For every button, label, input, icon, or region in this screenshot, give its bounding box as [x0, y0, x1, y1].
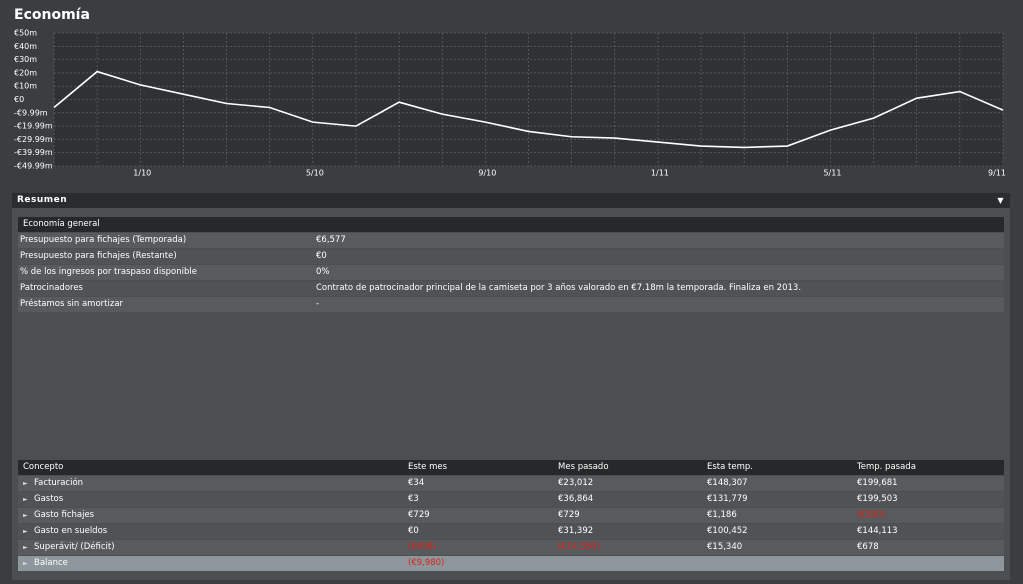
table-value: €31,392 — [558, 526, 594, 536]
plot-area — [54, 33, 1003, 166]
info-value: €6,577 — [316, 235, 346, 245]
table-value: €144,113 — [857, 526, 898, 536]
expand-icon[interactable]: ► — [23, 544, 28, 551]
panel: Economía general Presupuesto para fichaje… — [12, 208, 1010, 580]
table-value: €1,186 — [707, 510, 737, 520]
page-title: Economía — [14, 7, 90, 23]
info-value: - — [316, 299, 320, 309]
expand-icon[interactable]: ► — [23, 560, 28, 567]
y-tick-label: -€29.99m — [14, 135, 53, 144]
line-series — [53, 70, 1004, 149]
table-value: €199,681 — [857, 478, 898, 488]
x-tick-label: 9/11 — [988, 169, 1006, 178]
x-tick-label: 1/10 — [133, 169, 151, 178]
info-label: Presupuesto para fichajes (Restante) — [20, 251, 177, 261]
table-value: (€9,980) — [408, 558, 445, 568]
column-header: Mes pasado — [558, 462, 609, 472]
info-value: €0 — [316, 251, 327, 261]
table-value: €678 — [857, 542, 879, 552]
x-tick-label: 9/10 — [478, 169, 496, 178]
row-label: Facturación — [34, 478, 84, 488]
row-label: Gasto fichajes — [34, 510, 95, 520]
table-row[interactable]: ► Facturación €34 €23,012 €148,307 €199,681 — [18, 476, 1004, 491]
expand-icon[interactable]: ► — [23, 512, 28, 519]
table-value: €148,307 — [707, 478, 748, 488]
table-value: €36,864 — [558, 494, 594, 504]
x-tick-label: 1/11 — [651, 169, 669, 178]
table-value: €3 — [408, 494, 419, 504]
table-row[interactable]: ► Gasto fichajes €729 €729 €1,186 (€500) — [18, 508, 1004, 523]
y-tick-label: -€39.99m — [14, 148, 53, 157]
info-row: Presupuesto para fichajes (Restante) €0 — [18, 249, 1004, 264]
table-value: €199,503 — [857, 494, 898, 504]
y-tick-label: -€9.99m — [14, 108, 48, 117]
info-label: Préstamos sin amortizar — [20, 299, 124, 309]
row-label: Balance — [34, 558, 68, 568]
y-tick-label: €10m — [14, 82, 37, 91]
table-value: €131,779 — [707, 494, 748, 504]
y-tick-label: €50m — [14, 29, 37, 38]
expand-icon[interactable]: ► — [23, 528, 28, 535]
table-row[interactable]: ► Superávit/ (Déficit) (€698) (€14,580) €15,… — [18, 540, 1004, 555]
row-label: Gasto en sueldos — [34, 526, 108, 536]
info-row: Préstamos sin amortizar - — [18, 297, 1004, 312]
info-label: Presupuesto para fichajes (Temporada) — [20, 235, 187, 245]
table-value: €23,012 — [558, 478, 594, 488]
expand-icon[interactable]: ► — [23, 480, 28, 487]
x-tick-label: 5/11 — [823, 169, 841, 178]
table-value: €729 — [408, 510, 430, 520]
column-header: Concepto — [23, 462, 64, 472]
info-row: Patrocinadores Contrato de patrocinador p… — [18, 281, 1004, 296]
table-row[interactable]: ► Gasto en sueldos €0 €31,392 €100,452 €144,1… — [18, 524, 1004, 539]
table-value: (€14,580) — [558, 542, 600, 552]
info-row: % de los ingresos por traspaso disponibl… — [18, 265, 1004, 280]
x-tick-label: 5/10 — [306, 169, 324, 178]
collapse-icon[interactable]: ▼ — [997, 196, 1004, 205]
table-value: (€500) — [857, 510, 886, 520]
y-tick-label: €30m — [14, 55, 37, 64]
section-title: Resumen — [17, 195, 68, 205]
column-header: Esta temp. — [707, 462, 753, 472]
table-row[interactable]: ► Balance (€9,980) — [18, 556, 1004, 571]
table-header: Concepto Este mes Mes pasado Esta temp. Temp… — [18, 460, 1004, 475]
table-value: €15,340 — [707, 542, 743, 552]
info-label: % de los ingresos por traspaso disponibl… — [20, 267, 197, 277]
table-value: (€698) — [408, 542, 437, 552]
y-tick-label: -€49.99m — [14, 162, 53, 171]
y-tick-label: €40m — [14, 42, 37, 51]
info-value: Contrato de patrocinador principal de la… — [316, 283, 802, 293]
table-value: €0 — [408, 526, 419, 536]
info-label: Patrocinadores — [20, 283, 83, 293]
y-tick-label: -€19.99m — [14, 122, 53, 131]
table-row[interactable]: ► Gastos €3 €36,864 €131,779 €199,503 — [18, 492, 1004, 507]
table-value: €34 — [408, 478, 425, 488]
chart: €50m €40m €30m €20m €10m €0 -€9.99m -€19.99m -€2… — [14, 29, 1006, 178]
group-header: Economía general — [18, 217, 1004, 232]
expand-icon[interactable]: ► — [23, 496, 28, 503]
row-label: Superávit/ (Déficit) — [34, 542, 115, 552]
column-header: Temp. pasada — [857, 462, 916, 472]
section-bar[interactable]: Resumen ▼ — [12, 193, 1010, 208]
table-value: €100,452 — [707, 526, 748, 536]
y-tick-label: €20m — [14, 68, 37, 77]
column-header: Este mes — [408, 462, 448, 472]
info-value: 0% — [316, 267, 330, 277]
info-row: Presupuesto para fichajes (Temporada) €6,… — [18, 233, 1004, 248]
table-value: €729 — [558, 510, 580, 520]
y-tick-label: €0 — [14, 95, 24, 104]
group-title: Economía general — [23, 219, 100, 229]
row-label: Gastos — [34, 494, 64, 504]
